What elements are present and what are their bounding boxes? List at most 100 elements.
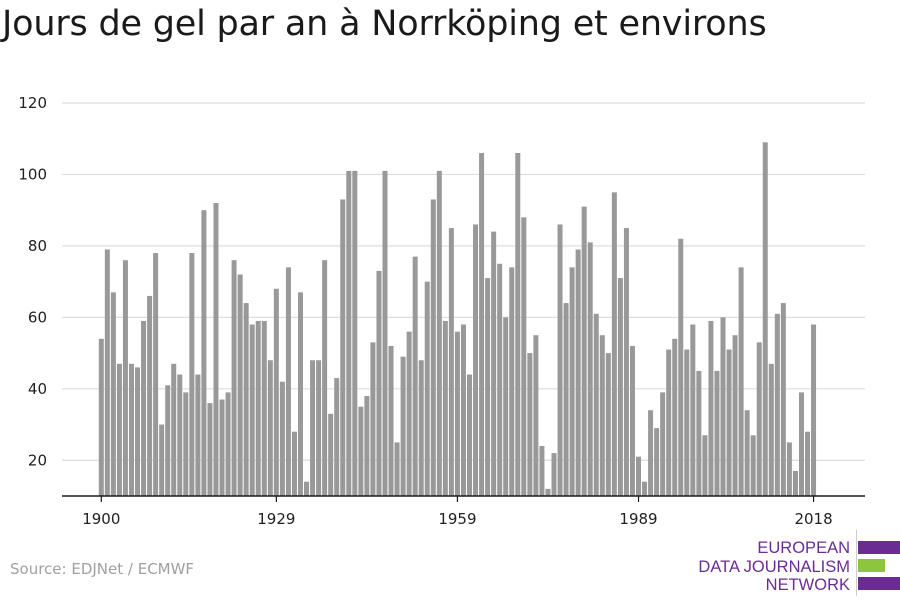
bar-1979 xyxy=(575,249,581,496)
bar-1906 xyxy=(135,367,141,496)
bar-1936 xyxy=(316,360,322,496)
bar-1978 xyxy=(569,267,575,496)
bar-1980 xyxy=(581,206,587,497)
bar-1976 xyxy=(557,224,563,496)
bar-1955 xyxy=(430,199,436,496)
bar-1935 xyxy=(310,360,316,496)
bar-1919 xyxy=(213,203,219,497)
bar-2007 xyxy=(744,410,750,496)
bar-1945 xyxy=(370,342,376,496)
bar-1941 xyxy=(346,170,352,496)
bar-1905 xyxy=(128,363,134,496)
bar-2014 xyxy=(786,442,792,496)
bar-2003 xyxy=(720,317,726,496)
y-tick-label-80: 80 xyxy=(28,237,47,255)
bar-1982 xyxy=(593,313,599,496)
bar-1970 xyxy=(521,217,527,496)
bar-1963 xyxy=(479,153,485,496)
bar-2016 xyxy=(798,392,804,496)
bar-1971 xyxy=(527,353,533,496)
bar-1964 xyxy=(485,278,491,496)
bar-1989 xyxy=(636,456,641,496)
x-tick-label-1929: 1929 xyxy=(257,510,295,528)
logo-bar-2 xyxy=(858,559,885,572)
bar-1977 xyxy=(563,303,569,496)
bar-2000 xyxy=(702,435,708,496)
bar-1993 xyxy=(660,392,666,496)
bar-1972 xyxy=(533,335,539,496)
bar-1959 xyxy=(454,331,460,496)
bar-1900 xyxy=(98,338,104,496)
bar-1974 xyxy=(545,488,551,496)
bar-2002 xyxy=(714,370,720,496)
bar-1917 xyxy=(201,210,207,496)
bar-1948 xyxy=(388,345,394,496)
bar-1929 xyxy=(273,288,279,496)
logo-line-3: NETWORK xyxy=(765,576,850,594)
logo-divider xyxy=(856,530,857,596)
bar-1934 xyxy=(304,481,310,496)
bar-1925 xyxy=(249,324,255,496)
bar-1997 xyxy=(684,349,690,496)
bar-1999 xyxy=(696,370,702,496)
y-tick-label-40: 40 xyxy=(28,380,47,398)
bar-1918 xyxy=(207,403,213,496)
bar-1926 xyxy=(255,320,261,496)
bar-2011 xyxy=(768,363,774,496)
bar-1961 xyxy=(467,374,472,496)
bar-1969 xyxy=(515,153,521,496)
bar-1965 xyxy=(491,231,497,496)
axes: 1900 1929 1959 1989 2018 xyxy=(62,495,865,528)
bar-1930 xyxy=(279,381,285,496)
bar-2015 xyxy=(792,470,798,496)
bar-1923 xyxy=(237,274,243,496)
bar-1998 xyxy=(690,324,696,496)
y-tick-label-100: 100 xyxy=(18,165,47,183)
bar-1913 xyxy=(177,374,183,496)
bar-1938 xyxy=(328,413,334,496)
bar-1912 xyxy=(171,363,177,496)
bar-2009 xyxy=(756,342,762,496)
x-tick-label-1989: 1989 xyxy=(619,510,657,528)
bar-1953 xyxy=(418,360,424,496)
bar-1911 xyxy=(165,385,171,496)
bar-1943 xyxy=(358,406,364,496)
bar-1952 xyxy=(412,256,418,496)
bar-1903 xyxy=(116,363,122,496)
bar-1921 xyxy=(225,392,231,496)
bar-1908 xyxy=(147,295,153,496)
bar-2018 xyxy=(811,324,817,496)
bar-1950 xyxy=(400,356,406,496)
bar-1922 xyxy=(231,260,237,496)
bar-2017 xyxy=(805,431,811,496)
bar-1994 xyxy=(666,349,672,496)
bar-1928 xyxy=(267,360,273,496)
y-tick-label-120: 120 xyxy=(18,94,47,112)
bar-1990 xyxy=(642,481,648,496)
y-tick-label-60: 60 xyxy=(28,308,47,326)
bar-1996 xyxy=(678,238,684,496)
bar-1951 xyxy=(406,331,412,496)
logo-bar-3 xyxy=(858,577,900,590)
bar-1957 xyxy=(442,320,448,496)
bar-1962 xyxy=(473,224,479,496)
bar-1968 xyxy=(509,267,515,496)
bar-1983 xyxy=(599,335,605,496)
x-tick-label-2018: 2018 xyxy=(794,510,832,528)
bar-1910 xyxy=(159,424,165,496)
gridlines: 20 40 60 80 100 120 xyxy=(18,94,865,469)
bar-2001 xyxy=(708,320,714,496)
y-tick-label-20: 20 xyxy=(28,451,47,469)
bar-1909 xyxy=(153,253,159,496)
bar-1904 xyxy=(122,260,128,496)
bar-1932 xyxy=(291,431,297,496)
bar-1975 xyxy=(551,453,557,496)
bar-1949 xyxy=(394,442,400,496)
bar-1981 xyxy=(587,242,593,496)
bar-1992 xyxy=(654,428,660,496)
bar-1986 xyxy=(617,278,623,496)
bar-2008 xyxy=(750,435,756,496)
bar-1924 xyxy=(243,303,249,496)
bar-1944 xyxy=(364,395,370,496)
bar-1946 xyxy=(376,270,382,496)
